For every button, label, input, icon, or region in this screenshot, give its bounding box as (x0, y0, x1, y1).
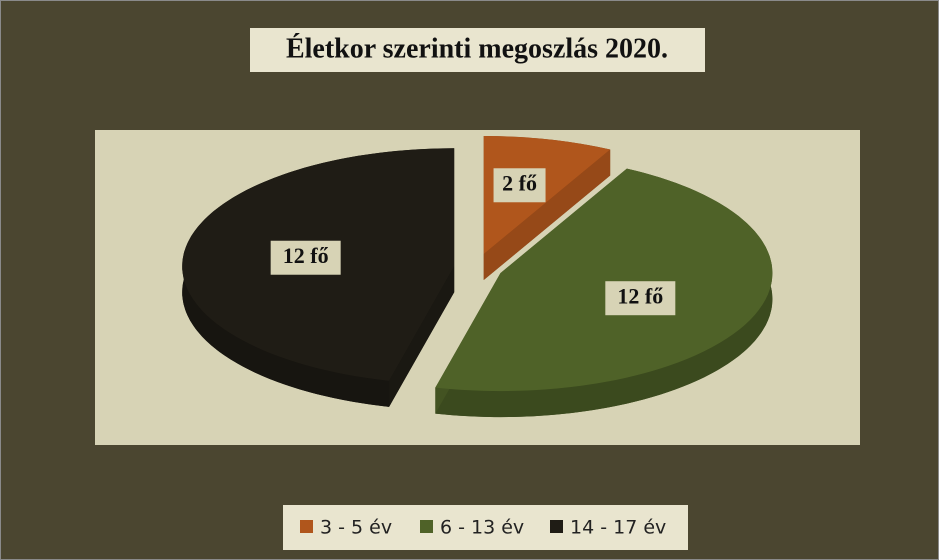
legend-label: 6 - 13 év (440, 517, 524, 539)
legend-swatch (550, 520, 563, 533)
legend-swatch (300, 520, 313, 533)
slice-wall (435, 168, 773, 418)
slice (435, 168, 773, 392)
chart-title: Életkor szerinti megoszlás 2020. (286, 33, 668, 64)
legend-label: 3 - 5 év (320, 517, 392, 539)
pie: 2 fő 12 fő 12 fő (182, 136, 773, 418)
slice-face (389, 266, 455, 407)
data-label: 2 fő (502, 170, 537, 195)
legend-label: 14 - 17 év (570, 517, 666, 539)
data-label-box (493, 168, 546, 203)
legend-box (283, 505, 688, 550)
title-box (250, 28, 705, 72)
legend-swatch (420, 520, 433, 533)
slice (483, 136, 611, 255)
data-label: 12 fő (283, 243, 329, 268)
slice-face (483, 149, 611, 281)
data-label: 12 fő (617, 283, 663, 308)
data-label-box (605, 281, 676, 316)
legend: 3 - 5 év 6 - 13 év 14 - 17 év (300, 517, 666, 539)
data-label-box (270, 240, 341, 275)
